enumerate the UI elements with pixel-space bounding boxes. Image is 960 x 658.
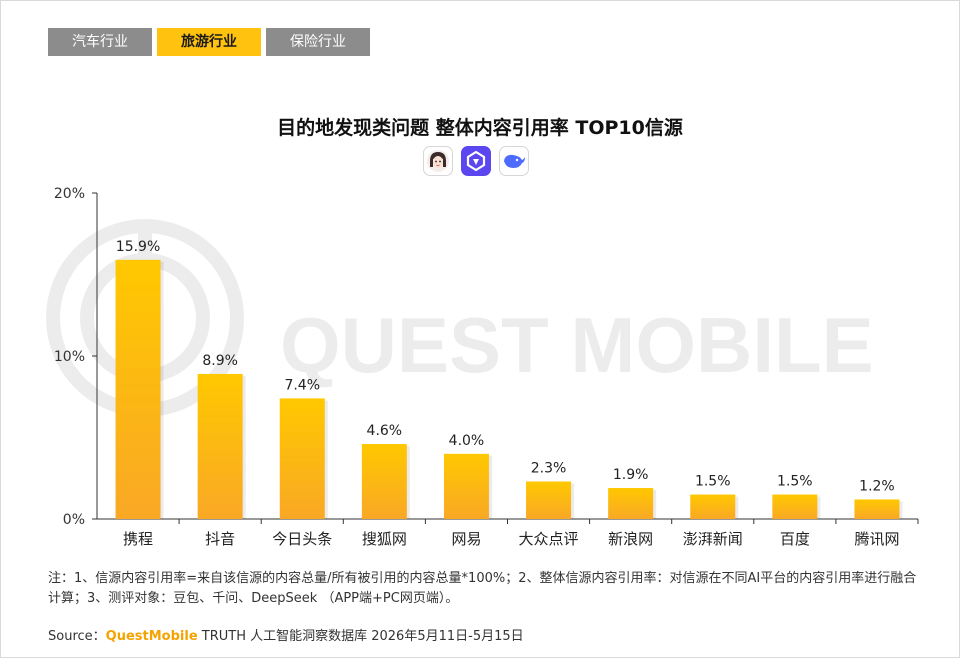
- data-label: 4.0%: [449, 433, 485, 449]
- footnote: 注：1、信源内容引用率=来自该信源的内容总量/所有被引用的内容总量*100%；2…: [48, 571, 917, 606]
- bar-4: [361, 444, 407, 519]
- data-label: 7.4%: [284, 377, 320, 393]
- ai-platform-icons: [423, 146, 529, 176]
- x-tick-label: 今日头条: [272, 530, 332, 548]
- tab-auto-industry[interactable]: 汽车行业: [48, 28, 152, 56]
- watermark-text: QUEST MOBILE: [280, 301, 874, 389]
- qianwen-logo-icon: [461, 146, 491, 176]
- bar-6: [526, 481, 572, 519]
- data-label: 1.5%: [695, 474, 731, 490]
- bar-10: [854, 499, 900, 519]
- data-label: 1.5%: [777, 474, 813, 490]
- source-line: Source：QuestMobile TRUTH 人工智能洞察数据库 2026年…: [48, 625, 524, 644]
- x-tick-label: 百度: [780, 530, 810, 548]
- bar-3: [279, 398, 325, 519]
- data-label: 8.9%: [202, 353, 238, 369]
- x-tick-label: 搜狐网: [362, 530, 407, 548]
- bar-1: [115, 259, 161, 519]
- bars-group: 15.9% 8.9% 7.4% 4.6% 4.0% 2.3% 1.9% 1.5% 1.5% 1.2…: [115, 239, 903, 519]
- industry-tabs: 汽车行业 旅游行业 保险行业: [48, 28, 370, 56]
- y-tick-label: 0%: [63, 512, 85, 528]
- source-text: TRUTH 人工智能洞察数据库 2026年5月11日-5月15日: [197, 629, 524, 644]
- chart-title: 目的地发现类问题 整体内容引用率 TOP10信源: [277, 117, 683, 139]
- data-label: 2.3%: [531, 461, 567, 477]
- x-tick-label: 大众点评: [519, 530, 579, 548]
- data-label: 1.2%: [859, 478, 895, 494]
- x-tick-label: 抖音: [205, 530, 235, 548]
- bar-9: [772, 494, 818, 519]
- bar-7: [608, 488, 654, 519]
- x-tick-label: 网易: [451, 530, 481, 548]
- y-tick-label: 20%: [54, 186, 85, 202]
- watermark: QUEST MOBILE: [46, 219, 874, 417]
- x-tick-label: 新浪网: [608, 530, 653, 548]
- x-tick-label: 腾讯网: [854, 530, 899, 548]
- tab-travel-industry[interactable]: 旅游行业: [157, 28, 261, 56]
- x-tick-label: 澎湃新闻: [683, 530, 743, 548]
- doubao-avatar-icon: [423, 146, 453, 176]
- data-label: 4.6%: [367, 423, 403, 439]
- data-label: 1.9%: [613, 467, 649, 483]
- source-brand: QuestMobile: [105, 629, 198, 644]
- tab-insurance-industry[interactable]: 保险行业: [266, 28, 370, 56]
- deepseek-whale-icon: [499, 146, 529, 176]
- x-tick-label: 携程: [123, 530, 153, 548]
- data-label: 15.9%: [116, 239, 160, 255]
- source-prefix: Source：: [48, 629, 106, 644]
- bar-2: [197, 373, 243, 519]
- y-tick-label: 10%: [54, 349, 85, 365]
- bar-5: [443, 453, 489, 519]
- bar-8: [690, 494, 736, 519]
